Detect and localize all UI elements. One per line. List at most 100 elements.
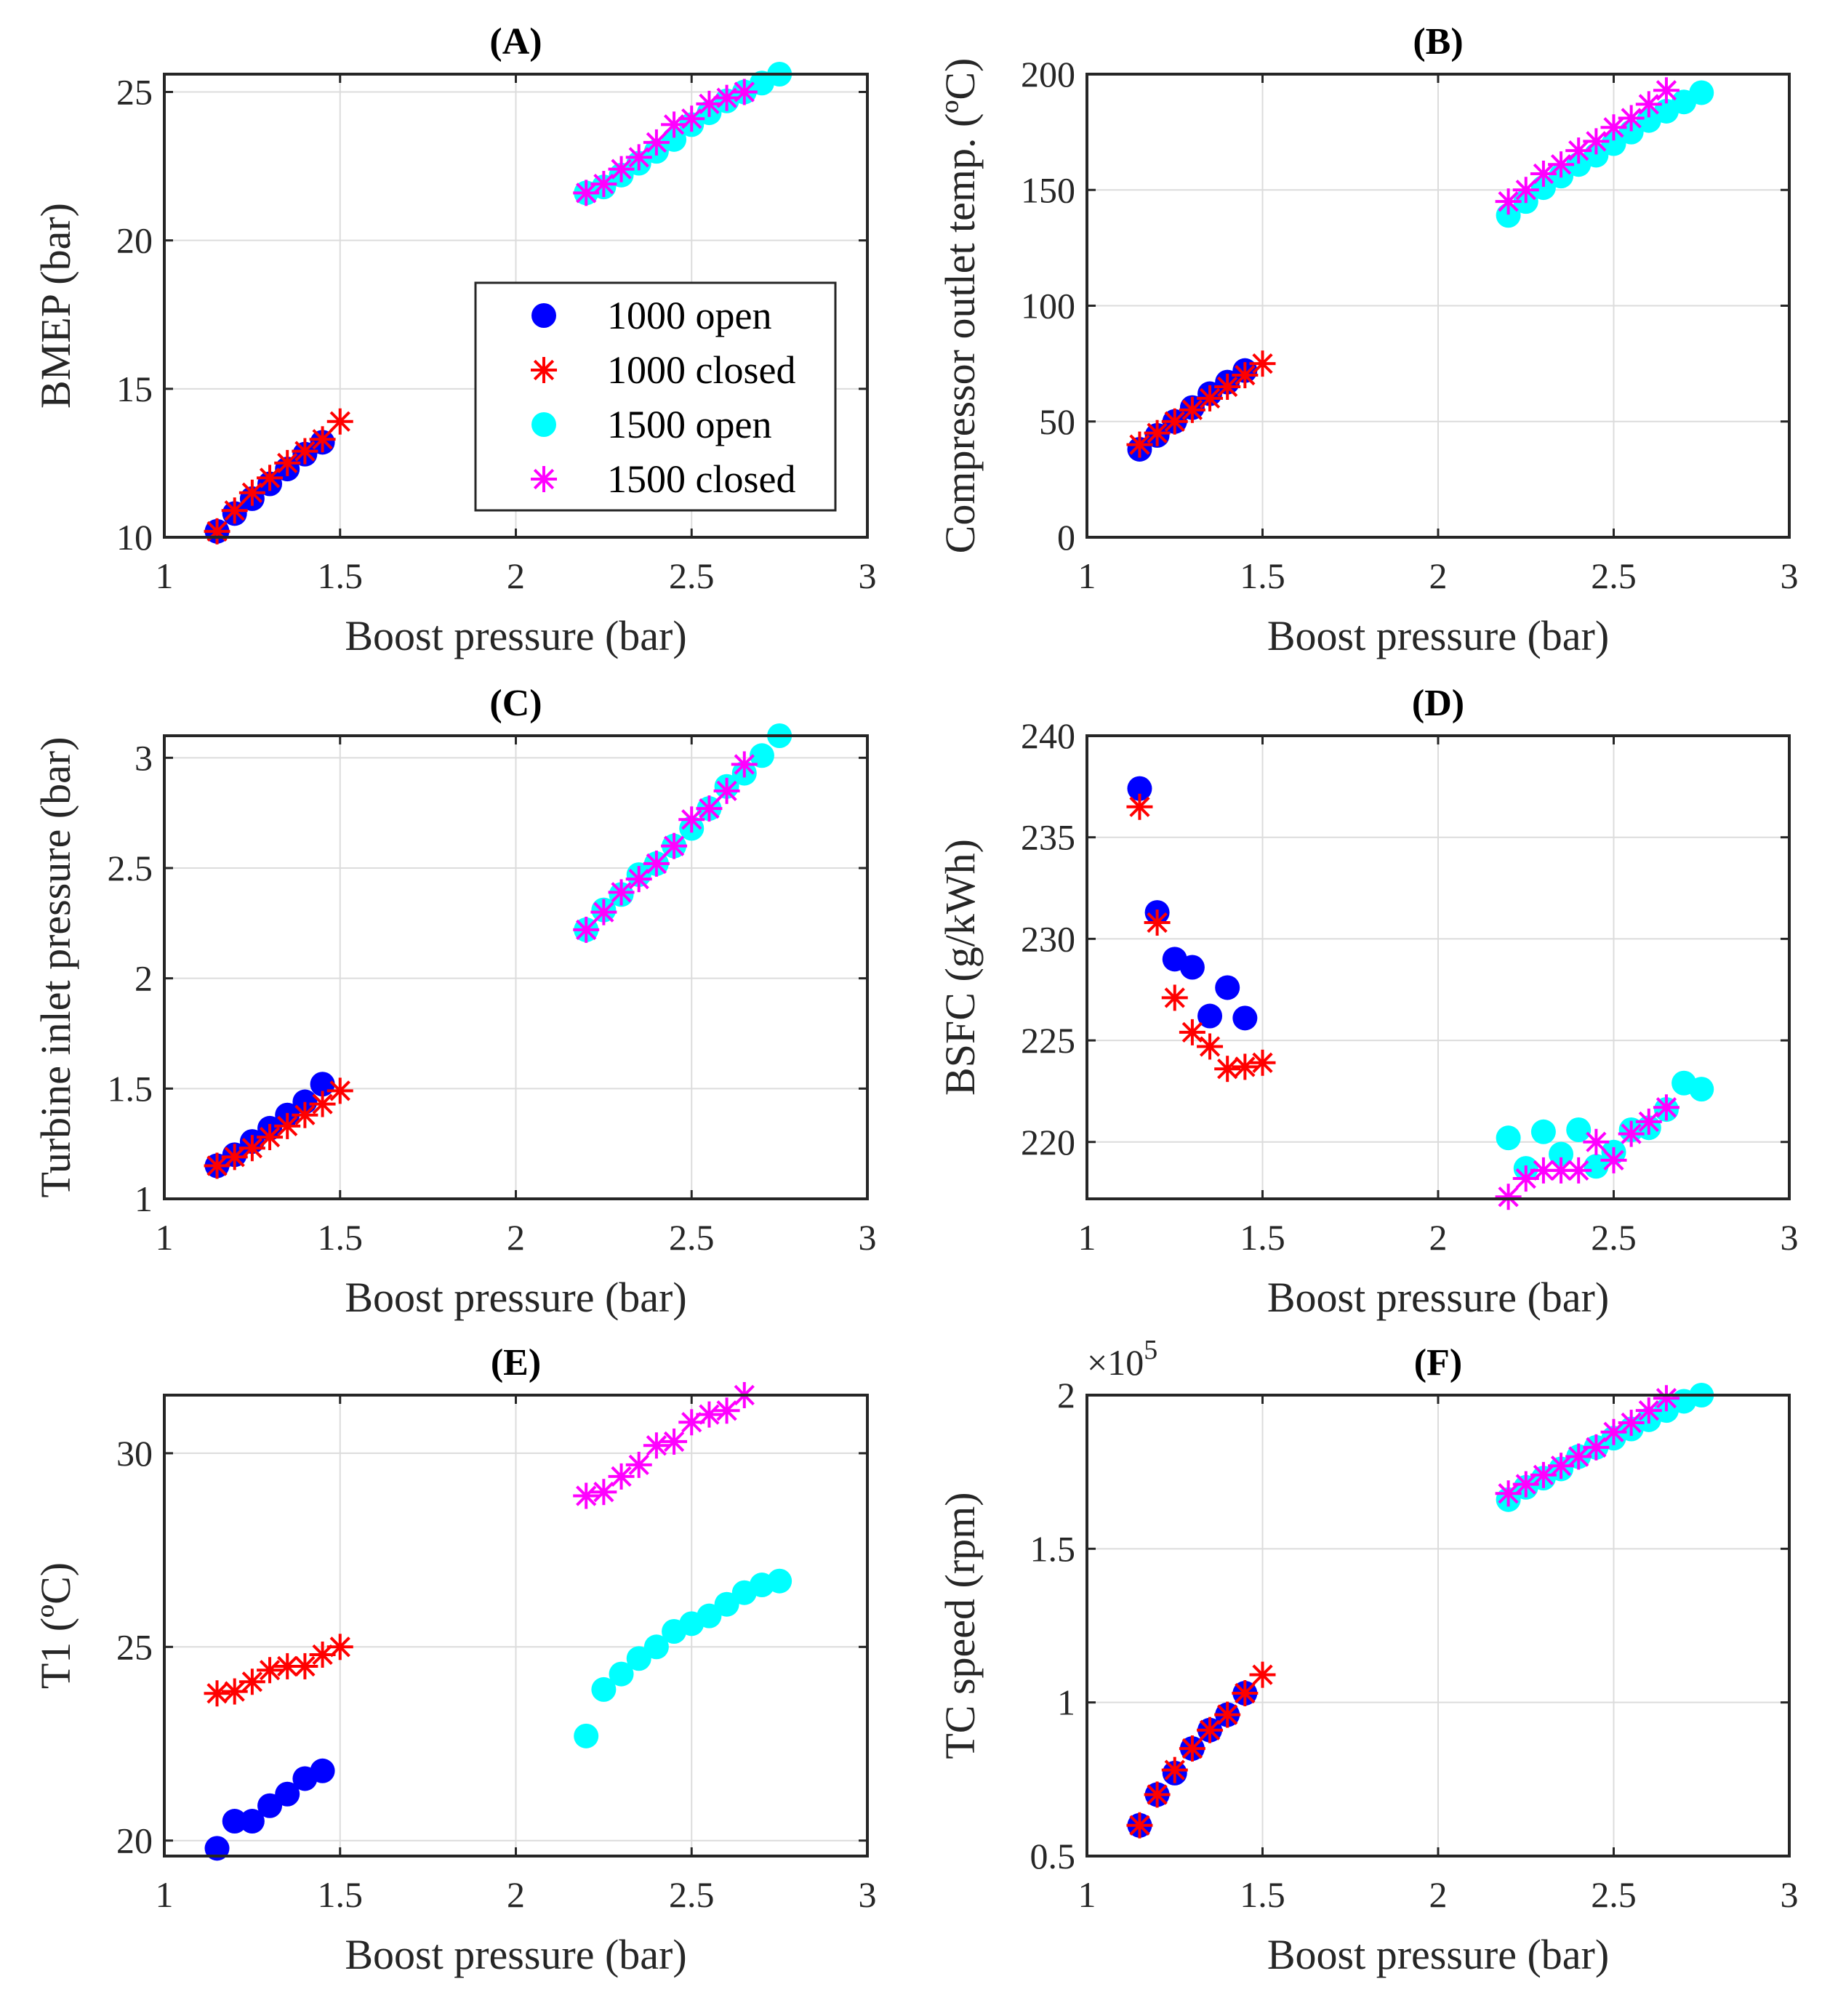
exponent-base: ×10	[1087, 1342, 1144, 1383]
legend-label: 1500 open	[607, 403, 771, 446]
asterisk-stroke	[1217, 1704, 1238, 1725]
asterisk-stroke	[1638, 1111, 1659, 1132]
asterisk-stroke	[1586, 131, 1607, 152]
asterisk-stroke	[1235, 1682, 1256, 1704]
asterisk-stroke	[1621, 1123, 1642, 1144]
asterisk-stroke	[699, 1404, 720, 1425]
asterisk-stroke	[259, 1126, 281, 1148]
x-axis-label: Boost pressure (bar)	[1267, 1274, 1609, 1321]
x-tick-label: 2	[1429, 1217, 1448, 1258]
marker-asterisk	[257, 1124, 284, 1151]
asterisk-stroke	[294, 1104, 316, 1125]
asterisk-stroke	[611, 882, 632, 903]
asterisk-stroke	[294, 1655, 316, 1677]
series-1000-open	[204, 1758, 335, 1861]
asterisk-stroke	[259, 1660, 281, 1681]
marker-circle	[1127, 776, 1152, 801]
marker-circle	[222, 1809, 247, 1834]
marker-circle	[1215, 975, 1240, 1000]
asterisk-stroke	[1147, 912, 1168, 933]
asterisk-stroke	[646, 132, 667, 153]
marker-asterisk	[590, 899, 617, 925]
asterisk-stroke	[681, 809, 702, 830]
asterisk-stroke	[1199, 1036, 1221, 1057]
x-tick-label: 2	[507, 1874, 525, 1915]
asterisk-stroke	[1147, 422, 1168, 443]
asterisk-stroke	[1586, 1437, 1607, 1458]
marker-circle	[749, 743, 774, 768]
marker-asterisk	[1179, 1019, 1205, 1045]
marker-asterisk	[1214, 1701, 1241, 1728]
series-1000-closed	[1126, 1661, 1276, 1839]
x-tick-label: 2.5	[1591, 555, 1637, 596]
x-tick-label: 3	[859, 1217, 877, 1258]
marker-asterisk	[678, 1409, 705, 1436]
asterisk-stroke	[1603, 1421, 1624, 1442]
asterisk-stroke	[1498, 1186, 1519, 1208]
marker-circle	[531, 303, 556, 328]
x-tick-label: 1	[156, 555, 174, 596]
marker-asterisk	[1249, 1661, 1276, 1688]
asterisk-stroke	[312, 1093, 333, 1115]
marker-asterisk	[573, 916, 600, 943]
marker-asterisk	[204, 1680, 230, 1707]
asterisk-stroke	[224, 500, 245, 521]
marker-circle	[697, 1603, 722, 1629]
marker-asterisk	[238, 1135, 265, 1162]
marker-asterisk	[1161, 408, 1188, 435]
y-axis-label: TC speed (rpm)	[936, 1492, 984, 1759]
asterisk-stroke	[241, 482, 263, 503]
asterisk-stroke	[681, 1412, 702, 1433]
y-tick-label: 230	[1021, 918, 1075, 959]
series-1000-closed	[204, 1634, 353, 1707]
asterisk-stroke	[241, 1671, 263, 1692]
asterisk-stroke	[1181, 399, 1203, 420]
x-axis-label: Boost pressure (bar)	[345, 612, 686, 659]
marker-asterisk	[590, 171, 617, 198]
marker-asterisk	[204, 1152, 230, 1179]
marker-asterisk	[731, 79, 758, 105]
marker-asterisk	[1495, 188, 1522, 215]
asterisk-stroke	[1550, 1455, 1572, 1477]
asterisk-stroke	[1550, 154, 1572, 175]
marker-circle	[1496, 1125, 1521, 1151]
marker-asterisk	[1126, 431, 1153, 458]
legend-item: 1500 open	[531, 403, 771, 446]
y-tick-label: 50	[1039, 401, 1075, 442]
asterisk-stroke	[1568, 1160, 1589, 1181]
asterisk-stroke	[576, 1485, 597, 1506]
asterisk-stroke	[1603, 117, 1624, 138]
marker-asterisk	[1161, 984, 1188, 1011]
asterisk-stroke	[1129, 1815, 1150, 1836]
series-1000-closed	[204, 1077, 353, 1179]
y-tick-label: 1.5	[108, 1068, 153, 1109]
asterisk-stroke	[1533, 1464, 1554, 1486]
y-tick-label: 2.5	[108, 848, 153, 888]
asterisk-stroke	[1181, 1021, 1203, 1043]
x-axis-label: Boost pressure (bar)	[345, 1931, 686, 1978]
panel-title: (E)	[491, 1342, 541, 1384]
marker-circle	[275, 1781, 300, 1807]
marker-asterisk	[661, 832, 688, 859]
marker-asterisk	[713, 777, 740, 804]
x-tick-label: 2.5	[669, 555, 715, 596]
y-tick-label: 10	[116, 517, 153, 558]
marker-asterisk	[292, 438, 318, 465]
marker-asterisk	[531, 466, 557, 492]
marker-asterisk	[1179, 1735, 1205, 1762]
series-1500-open	[574, 1568, 792, 1748]
axes-frame	[1085, 73, 1791, 539]
marker-asterisk	[221, 1678, 248, 1705]
marker-asterisk	[608, 1463, 635, 1490]
y-tick-label: 225	[1021, 1020, 1075, 1061]
x-axis-label: Boost pressure (bar)	[1267, 1931, 1609, 1978]
panel-e: 1 1.5 2 2.5 3 20 25 30 (E) Boost pressure (bar) T1…	[32, 1342, 877, 1978]
asterisk-stroke	[593, 173, 614, 195]
marker-circle	[1549, 1141, 1574, 1167]
marker-asterisk	[292, 1101, 318, 1128]
series-1500-closed	[1495, 77, 1679, 215]
x-axis-label: Boost pressure (bar)	[1267, 612, 1609, 659]
asterisk-stroke	[1586, 1131, 1607, 1152]
marker-asterisk	[1548, 151, 1575, 178]
